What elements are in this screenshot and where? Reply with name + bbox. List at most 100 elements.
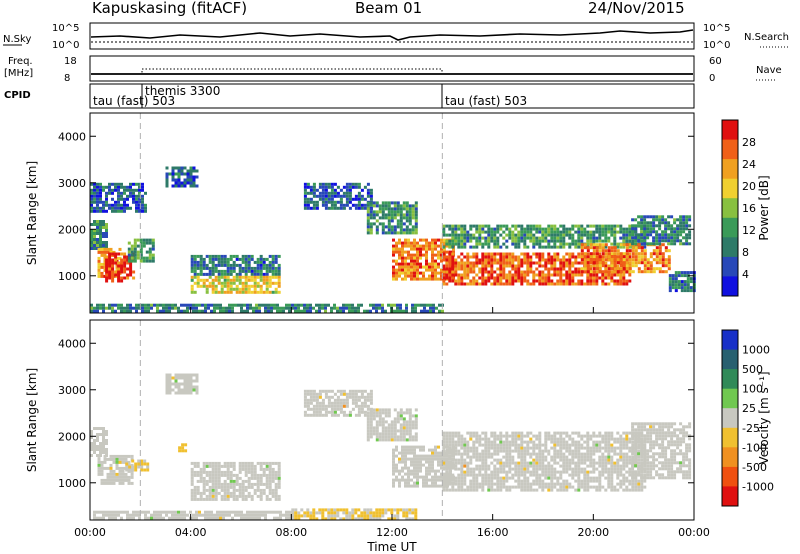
power-cell xyxy=(402,231,406,235)
power-cell xyxy=(366,191,370,195)
velocity-cell xyxy=(318,395,322,399)
power-cell xyxy=(265,284,269,288)
velocity-cell xyxy=(96,436,99,439)
power-cell xyxy=(559,264,563,268)
velocity-cell xyxy=(523,449,527,453)
power-cell xyxy=(440,241,443,245)
power-cell xyxy=(177,181,181,185)
velocity-cell xyxy=(106,478,110,482)
velocity-cell xyxy=(199,470,203,474)
power-cell xyxy=(529,261,533,265)
power-cell xyxy=(102,226,105,229)
power-cell xyxy=(508,252,512,256)
power-cell xyxy=(622,252,626,256)
velocity-cell xyxy=(342,410,346,414)
power-cell xyxy=(190,287,194,291)
power-cell xyxy=(413,238,416,242)
velocity-cell xyxy=(416,472,419,476)
power-cell xyxy=(93,188,96,192)
power-cell xyxy=(553,230,557,234)
velocity-cell xyxy=(247,485,251,489)
velocity-cell xyxy=(384,435,388,439)
velocity-cell xyxy=(177,382,181,386)
velocity-cell xyxy=(490,443,494,447)
power-cell xyxy=(186,172,190,176)
velocity-cell xyxy=(413,469,416,473)
power-cell xyxy=(247,278,251,282)
velocity-cell xyxy=(414,408,418,412)
power-cell xyxy=(105,200,108,204)
velocity-cell xyxy=(463,446,467,450)
velocity-cell xyxy=(511,455,515,459)
velocity-cell xyxy=(333,401,337,405)
velocity-cell xyxy=(372,414,376,418)
power-cell xyxy=(472,264,476,268)
velocity-cell xyxy=(598,458,602,462)
power-cell xyxy=(171,166,175,170)
velocity-cell xyxy=(460,467,464,471)
velocity-cell xyxy=(583,434,587,438)
velocity-cell xyxy=(106,457,110,461)
power-cell xyxy=(622,245,626,249)
velocity-cell xyxy=(544,455,548,459)
power-cell xyxy=(434,247,437,251)
velocity-cell xyxy=(469,461,473,465)
power-cell xyxy=(205,278,209,282)
velocity-cell xyxy=(431,469,434,473)
power-cell xyxy=(475,261,479,265)
velocity-cell xyxy=(514,431,518,435)
velocity-cell xyxy=(559,434,563,438)
power-cell xyxy=(96,188,99,192)
power-cell xyxy=(457,224,461,228)
velocity-cell xyxy=(253,467,257,471)
velocity-cell xyxy=(232,467,236,471)
power-cell xyxy=(493,258,497,262)
velocity-cell xyxy=(553,449,557,453)
power-cell xyxy=(312,188,316,192)
power-cell xyxy=(613,255,617,259)
velocity-cell xyxy=(387,438,391,442)
power-cell xyxy=(413,277,416,281)
power-cell xyxy=(568,273,572,277)
power-cell xyxy=(595,282,599,286)
power-cell xyxy=(105,261,109,265)
velocity-cell xyxy=(437,451,440,455)
velocity-cell xyxy=(396,438,400,442)
power-cell xyxy=(336,206,340,210)
power-cell xyxy=(601,249,605,253)
velocity-cell xyxy=(577,470,581,474)
velocity-cell xyxy=(217,476,221,480)
power-cell xyxy=(601,258,605,262)
power-cell xyxy=(345,185,349,189)
power-cell xyxy=(132,306,135,310)
power-cell xyxy=(139,253,143,257)
power-cell xyxy=(526,230,530,234)
power-cell xyxy=(517,261,521,265)
velocity-cell xyxy=(390,429,394,433)
power-cell xyxy=(646,233,650,237)
power-cell xyxy=(123,258,127,262)
power-cell xyxy=(321,200,325,204)
power-cell xyxy=(250,254,254,258)
power-cell xyxy=(118,256,122,260)
power-cell xyxy=(339,206,343,210)
power-cell xyxy=(535,242,539,246)
power-cell xyxy=(285,306,288,310)
power-cell xyxy=(96,226,99,229)
velocity-cell xyxy=(535,437,539,441)
velocity-cell xyxy=(454,476,458,480)
power-cell xyxy=(199,254,203,258)
power-cell xyxy=(214,290,218,294)
power-cell xyxy=(312,185,316,189)
power-cell xyxy=(559,279,563,283)
power-cell xyxy=(372,216,376,220)
power-cell xyxy=(664,221,668,225)
power-cell xyxy=(574,239,578,243)
velocity-cell xyxy=(229,485,233,489)
power-cell xyxy=(431,259,434,263)
power-cell xyxy=(318,191,322,195)
velocity-cell xyxy=(387,435,391,439)
velocity-cell xyxy=(238,470,242,474)
power-cell xyxy=(375,306,378,310)
power-cell xyxy=(153,303,156,307)
